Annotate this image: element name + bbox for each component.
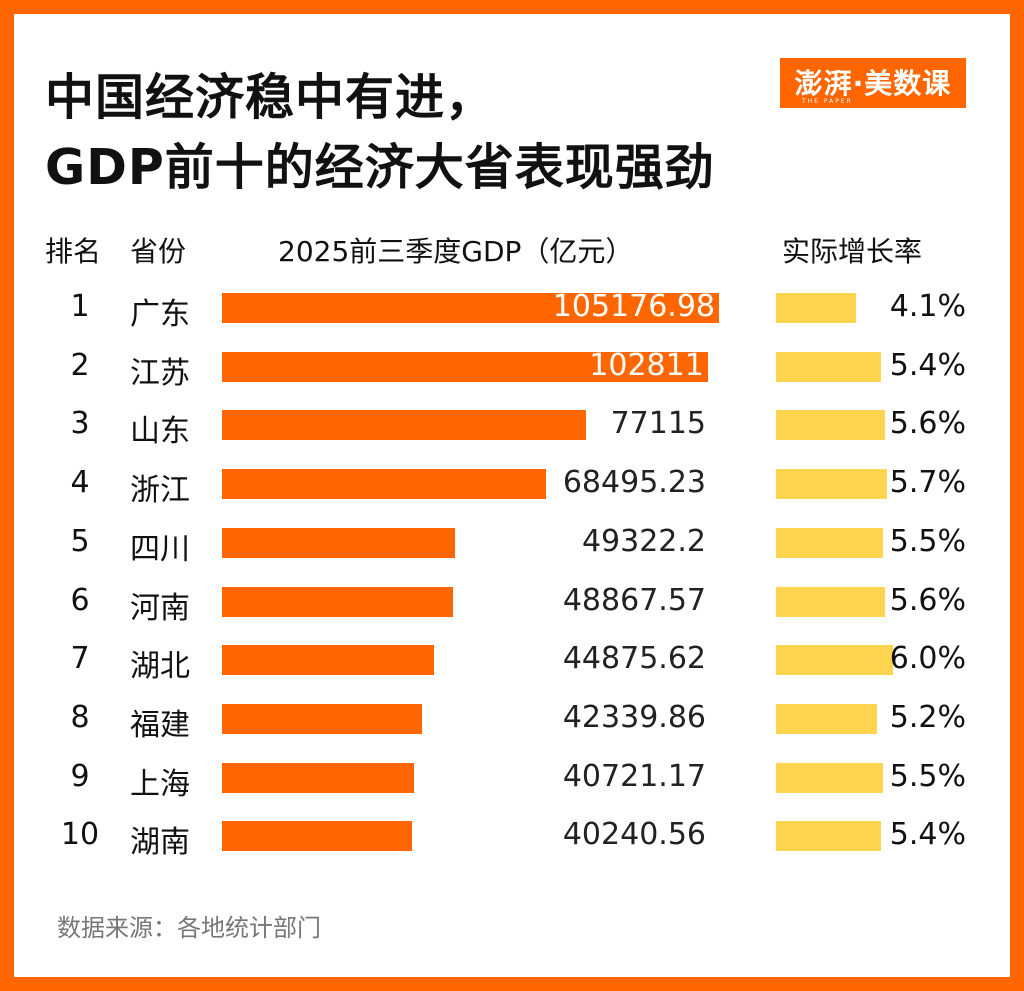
growth-value-label: 5.7% — [889, 465, 966, 501]
gdp-value-label: 68495.23 — [562, 465, 706, 501]
rank-label: 10 — [60, 817, 100, 853]
rank-label: 6 — [70, 582, 90, 618]
gdp-bar — [222, 586, 453, 617]
province-label: 福建 — [130, 707, 190, 743]
growth-value-label: 5.6% — [889, 582, 966, 618]
gdp-value-label: 40240.56 — [562, 817, 706, 853]
province-label: 浙江 — [130, 473, 190, 509]
gdp-value-label: 40721.17 — [562, 758, 706, 794]
gdp-bar — [222, 703, 423, 734]
gdp-value-label: 49322.2 — [581, 523, 706, 559]
gdp-bar — [222, 351, 708, 382]
gdp-value-label: 48867.57 — [562, 582, 706, 618]
logo-subtext: THE PAPER — [802, 98, 853, 105]
rank-label: 5 — [70, 523, 90, 559]
header-province: 省份 — [130, 235, 187, 268]
rank-label: 2 — [70, 347, 90, 383]
province-label: 四川 — [130, 531, 190, 567]
gdp-value-label: 42339.86 — [562, 699, 706, 735]
growth-bar — [776, 586, 886, 617]
growth-value-label: 5.2% — [889, 699, 966, 735]
rank-label: 9 — [70, 758, 90, 794]
logo: 澎湃·美数课 THE PAPER — [780, 58, 966, 108]
source-note: 数据来源：各地统计部门 — [57, 914, 321, 942]
gdp-value-label: 102811 — [589, 347, 704, 383]
header-gdp: 2025前三季度GDP（亿元） — [278, 235, 634, 268]
province-label: 上海 — [130, 766, 190, 802]
province-label: 湖南 — [130, 825, 190, 861]
growth-bar — [776, 703, 878, 734]
rank-label: 8 — [70, 699, 90, 735]
header-rank: 排名 — [45, 235, 102, 268]
growth-bar — [776, 645, 893, 676]
gdp-bar — [222, 645, 435, 676]
rank-label: 3 — [70, 406, 90, 442]
header-growth: 实际增长率 — [782, 235, 923, 268]
growth-bar — [776, 410, 886, 441]
province-label: 江苏 — [130, 355, 190, 391]
gdp-value-label: 44875.62 — [562, 641, 706, 677]
growth-bar — [776, 351, 882, 382]
gdp-value-label: 77115 — [610, 406, 706, 442]
gdp-bar — [222, 762, 415, 793]
growth-bar — [776, 527, 884, 558]
growth-value-label: 6.0% — [889, 641, 966, 677]
gdp-bar — [222, 293, 719, 323]
gdp-bar — [222, 821, 413, 852]
growth-value-label: 5.4% — [889, 817, 966, 853]
gdp-bar — [222, 410, 587, 441]
growth-bar — [776, 293, 856, 323]
gdp-bar — [222, 527, 456, 558]
rank-label: 7 — [70, 641, 90, 677]
title-line-2: GDP前十的经济大省表现强劲 — [45, 139, 715, 196]
province-label: 广东 — [130, 297, 190, 332]
gdp-value-label: 105176.98 — [552, 289, 715, 324]
rank-label: 1 — [70, 289, 90, 324]
title-line-1: 中国经济稳中有进， — [45, 69, 496, 126]
province-label: 山东 — [130, 414, 190, 450]
province-label: 湖北 — [130, 649, 190, 685]
growth-bar — [776, 469, 888, 500]
logo-text: 澎湃·美数课 — [794, 67, 952, 100]
growth-value-label: 5.6% — [889, 406, 966, 442]
rank-label: 4 — [70, 465, 90, 501]
growth-value-label: 5.5% — [889, 523, 966, 559]
growth-bar — [776, 762, 884, 793]
province-label: 河南 — [130, 590, 190, 626]
growth-value-label: 5.5% — [889, 758, 966, 794]
growth-value-label: 4.1% — [889, 289, 966, 324]
growth-bar — [776, 821, 882, 852]
growth-value-label: 5.4% — [889, 347, 966, 383]
gdp-bar — [222, 469, 546, 500]
